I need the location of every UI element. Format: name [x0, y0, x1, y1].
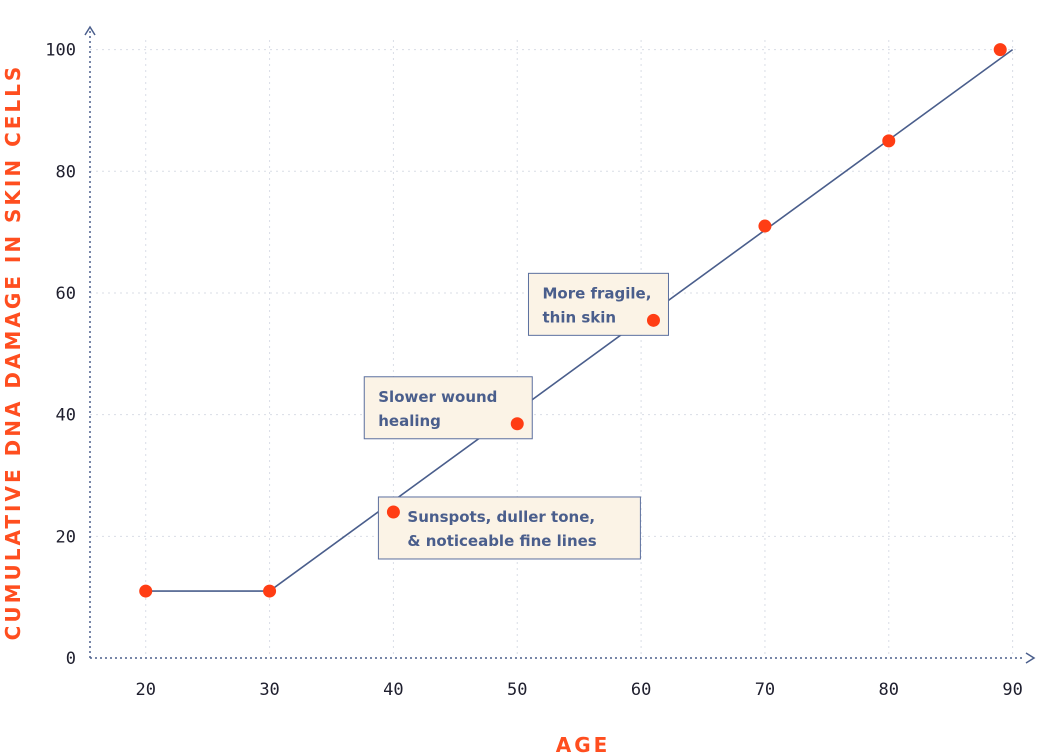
data-point	[882, 134, 896, 148]
data-point	[510, 417, 524, 431]
y-tick-labels: 0 20 40 60 80 100	[45, 41, 76, 669]
data-point	[139, 584, 153, 598]
x-tick-label: 50	[507, 680, 527, 700]
x-tick-label: 70	[755, 680, 775, 700]
annotation-text: & noticeable fine lines	[407, 532, 596, 550]
x-tick-label: 40	[383, 680, 403, 700]
y-tick-label: 40	[56, 406, 76, 426]
annotation-text: Slower wound	[378, 388, 497, 406]
y-axis-arrow-icon	[84, 25, 96, 36]
x-axis-title: AGE	[556, 733, 611, 755]
grid	[90, 40, 1020, 658]
data-markers	[139, 43, 1007, 598]
x-tick-label: 80	[879, 680, 899, 700]
annotation-text: healing	[378, 412, 441, 430]
y-tick-label: 100	[45, 41, 76, 61]
data-point	[386, 505, 400, 519]
data-point	[993, 43, 1007, 57]
y-tick-label: 60	[56, 284, 76, 304]
annotation-box	[377, 496, 641, 560]
axes	[84, 25, 1036, 664]
y-tick-label: 0	[66, 649, 76, 669]
x-axis-arrow-icon	[1025, 652, 1036, 664]
data-point	[263, 584, 277, 598]
y-tick-label: 80	[56, 162, 76, 182]
data-point	[758, 219, 772, 233]
x-tick-labels: 20 30 40 50 60 70 80 90	[135, 680, 1022, 700]
y-tick-label: 20	[56, 527, 76, 547]
x-tick-label: 20	[135, 680, 155, 700]
x-tick-label: 60	[631, 680, 651, 700]
annotation-text: More fragile,	[542, 284, 651, 302]
annotation-text: Sunspots, duller tone,	[407, 508, 595, 526]
data-point	[646, 313, 660, 327]
x-tick-label: 30	[259, 680, 279, 700]
annotation-box	[527, 272, 669, 336]
annotation-text: thin skin	[542, 308, 616, 326]
annotation-box	[363, 376, 533, 440]
x-tick-label: 90	[1002, 680, 1022, 700]
y-axis-title: CUMULATIVE DNA DAMAGE IN SKIN CELLS	[1, 64, 25, 641]
annotations: Sunspots, duller tone, & noticeable fine …	[363, 272, 669, 560]
